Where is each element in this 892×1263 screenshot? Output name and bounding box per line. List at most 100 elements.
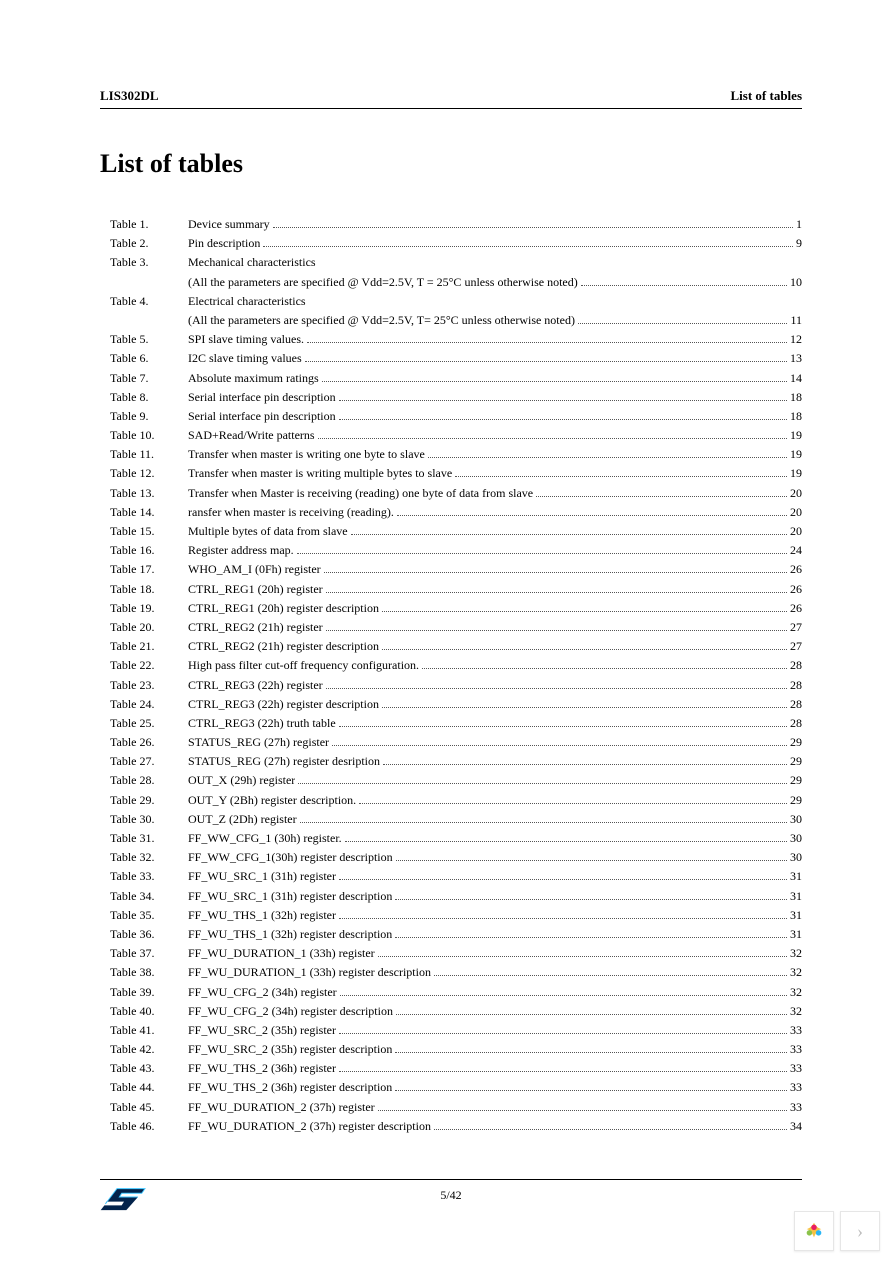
toc-row[interactable]: Table 3.Mechanical characteristics — [110, 253, 802, 272]
toc-desc: FF_WU_DURATION_2 (37h) register — [188, 1098, 375, 1117]
toc-row[interactable]: Table 10.SAD+Read/Write patterns19 — [110, 426, 802, 445]
toc-row[interactable]: Table 18.CTRL_REG1 (20h) register26 — [110, 580, 802, 599]
toc-label: Table 40. — [110, 1002, 188, 1021]
toc-page: 11 — [790, 311, 802, 330]
toc-row[interactable]: Table 6.I2C slave timing values13 — [110, 349, 802, 368]
toc-desc: Electrical characteristics — [188, 292, 306, 311]
toc-desc: FF_WU_CFG_2 (34h) register description — [188, 1002, 393, 1021]
toc-page: 19 — [790, 464, 802, 483]
toc-row[interactable]: Table 45.FF_WU_DURATION_2 (37h) register… — [110, 1098, 802, 1117]
toc-row[interactable]: Table 27.STATUS_REG (27h) register desri… — [110, 752, 802, 771]
toc-row[interactable]: Table 36.FF_WU_THS_1 (32h) register desc… — [110, 925, 802, 944]
toc-row[interactable]: Table 17.WHO_AM_I (0Fh) register26 — [110, 560, 802, 579]
toc-row[interactable]: Table 25.CTRL_REG3 (22h) truth table28 — [110, 714, 802, 733]
toc-label: Table 18. — [110, 580, 188, 599]
toc-row[interactable]: Table 11.Transfer when master is writing… — [110, 445, 802, 464]
toc-row[interactable]: Table 9.Serial interface pin description… — [110, 407, 802, 426]
toc-label: Table 44. — [110, 1078, 188, 1097]
toc-label: Table 32. — [110, 848, 188, 867]
toc-leader-dots — [340, 995, 787, 996]
toc-leader-dots — [434, 975, 787, 976]
toc-label: Table 5. — [110, 330, 188, 349]
toc-leader-dots — [396, 860, 787, 861]
corner-app-icon[interactable] — [794, 1211, 834, 1251]
toc-row[interactable]: Table 7.Absolute maximum ratings14 — [110, 369, 802, 388]
toc-row[interactable]: Table 5.SPI slave timing values.12 — [110, 330, 802, 349]
toc-row[interactable]: Table 34.FF_WU_SRC_1 (31h) register desc… — [110, 887, 802, 906]
toc-page: 29 — [790, 791, 802, 810]
toc-row[interactable]: Table 12.Transfer when master is writing… — [110, 464, 802, 483]
toc-leader-dots — [339, 726, 787, 727]
toc-desc: FF_WW_CFG_1(30h) register description — [188, 848, 393, 867]
toc-label: Table 46. — [110, 1117, 188, 1136]
toc-row[interactable]: Table 28.OUT_X (29h) register29 — [110, 771, 802, 790]
toc-leader-dots — [382, 707, 787, 708]
toc-desc: CTRL_REG3 (22h) register — [188, 676, 323, 695]
toc-page: 31 — [790, 867, 802, 886]
toc-page: 28 — [790, 714, 802, 733]
toc-leader-dots — [345, 841, 787, 842]
page-title: List of tables — [100, 149, 802, 179]
toc-desc: STATUS_REG (27h) register desription — [188, 752, 380, 771]
toc-label: Table 20. — [110, 618, 188, 637]
toc-row[interactable]: Table 41.FF_WU_SRC_2 (35h) register33 — [110, 1021, 802, 1040]
toc-desc: FF_WU_SRC_2 (35h) register — [188, 1021, 336, 1040]
toc-row[interactable]: Table 42.FF_WU_SRC_2 (35h) register desc… — [110, 1040, 802, 1059]
toc-row[interactable]: Table 16.Register address map.24 — [110, 541, 802, 560]
toc-row[interactable]: Table 23.CTRL_REG3 (22h) register28 — [110, 676, 802, 695]
chevron-right-icon: › — [857, 1221, 863, 1242]
toc-leader-dots — [307, 342, 787, 343]
toc-row[interactable]: Table 19.CTRL_REG1 (20h) register descri… — [110, 599, 802, 618]
toc-leader-dots — [434, 1129, 787, 1130]
toc-row[interactable]: Table 35.FF_WU_THS_1 (32h) register31 — [110, 906, 802, 925]
toc-desc: FF_WU_SRC_2 (35h) register description — [188, 1040, 392, 1059]
toc-desc: FF_WU_THS_2 (36h) register description — [188, 1078, 392, 1097]
toc-desc: FF_WU_SRC_1 (31h) register description — [188, 887, 392, 906]
toc-row[interactable]: Table 26.STATUS_REG (27h) register29 — [110, 733, 802, 752]
toc-desc: Transfer when master is writing one byte… — [188, 445, 425, 464]
toc-subrow[interactable]: (All the parameters are specified @ Vdd=… — [110, 273, 802, 292]
toc-row[interactable]: Table 22.High pass filter cut-off freque… — [110, 656, 802, 675]
toc-page: 29 — [790, 733, 802, 752]
toc-page: 20 — [790, 522, 802, 541]
toc-row[interactable]: Table 40.FF_WU_CFG_2 (34h) register desc… — [110, 1002, 802, 1021]
toc-row[interactable]: Table 4.Electrical characteristics — [110, 292, 802, 311]
toc-row[interactable]: Table 39.FF_WU_CFG_2 (34h) register32 — [110, 983, 802, 1002]
toc-row[interactable]: Table 2.Pin description9 — [110, 234, 802, 253]
toc-page: 31 — [790, 925, 802, 944]
toc-row[interactable]: Table 32.FF_WW_CFG_1(30h) register descr… — [110, 848, 802, 867]
corner-next-button[interactable]: › — [840, 1211, 880, 1251]
toc-desc: FF_WU_DURATION_1 (33h) register — [188, 944, 375, 963]
toc-subrow[interactable]: (All the parameters are specified @ Vdd=… — [110, 311, 802, 330]
toc-row[interactable]: Table 46.FF_WU_DURATION_2 (37h) register… — [110, 1117, 802, 1136]
toc-leader-dots — [383, 764, 787, 765]
toc-row[interactable]: Table 15.Multiple bytes of data from sla… — [110, 522, 802, 541]
toc-row[interactable]: Table 30.OUT_Z (2Dh) register30 — [110, 810, 802, 829]
toc-label: Table 9. — [110, 407, 188, 426]
toc-desc: OUT_Z (2Dh) register — [188, 810, 297, 829]
table-of-contents: Table 1.Device summary1Table 2.Pin descr… — [100, 215, 802, 1136]
toc-row[interactable]: Table 44.FF_WU_THS_2 (36h) register desc… — [110, 1078, 802, 1097]
toc-page: 20 — [790, 484, 802, 503]
toc-row[interactable]: Table 31.FF_WW_CFG_1 (30h) register.30 — [110, 829, 802, 848]
toc-desc: CTRL_REG1 (20h) register — [188, 580, 323, 599]
toc-row[interactable]: Table 29.OUT_Y (2Bh) register descriptio… — [110, 791, 802, 810]
toc-row[interactable]: Table 20.CTRL_REG2 (21h) register27 — [110, 618, 802, 637]
toc-page: 33 — [790, 1059, 802, 1078]
toc-row[interactable]: Table 43.FF_WU_THS_2 (36h) register33 — [110, 1059, 802, 1078]
toc-label: Table 36. — [110, 925, 188, 944]
toc-row[interactable]: Table 13.Transfer when Master is receivi… — [110, 484, 802, 503]
toc-desc: CTRL_REG2 (21h) register description — [188, 637, 379, 656]
toc-label: Table 17. — [110, 560, 188, 579]
toc-subdesc: (All the parameters are specified @ Vdd=… — [188, 311, 575, 330]
toc-row[interactable]: Table 24.CTRL_REG3 (22h) register descri… — [110, 695, 802, 714]
toc-desc: OUT_Y (2Bh) register description. — [188, 791, 356, 810]
toc-row[interactable]: Table 8.Serial interface pin description… — [110, 388, 802, 407]
toc-row[interactable]: Table 37.FF_WU_DURATION_1 (33h) register… — [110, 944, 802, 963]
toc-row[interactable]: Table 21.CTRL_REG2 (21h) register descri… — [110, 637, 802, 656]
toc-row[interactable]: Table 1.Device summary1 — [110, 215, 802, 234]
toc-row[interactable]: Table 33.FF_WU_SRC_1 (31h) register31 — [110, 867, 802, 886]
toc-row[interactable]: Table 38.FF_WU_DURATION_1 (33h) register… — [110, 963, 802, 982]
toc-desc: FF_WU_THS_1 (32h) register description — [188, 925, 392, 944]
toc-row[interactable]: Table 14.ransfer when master is receivin… — [110, 503, 802, 522]
